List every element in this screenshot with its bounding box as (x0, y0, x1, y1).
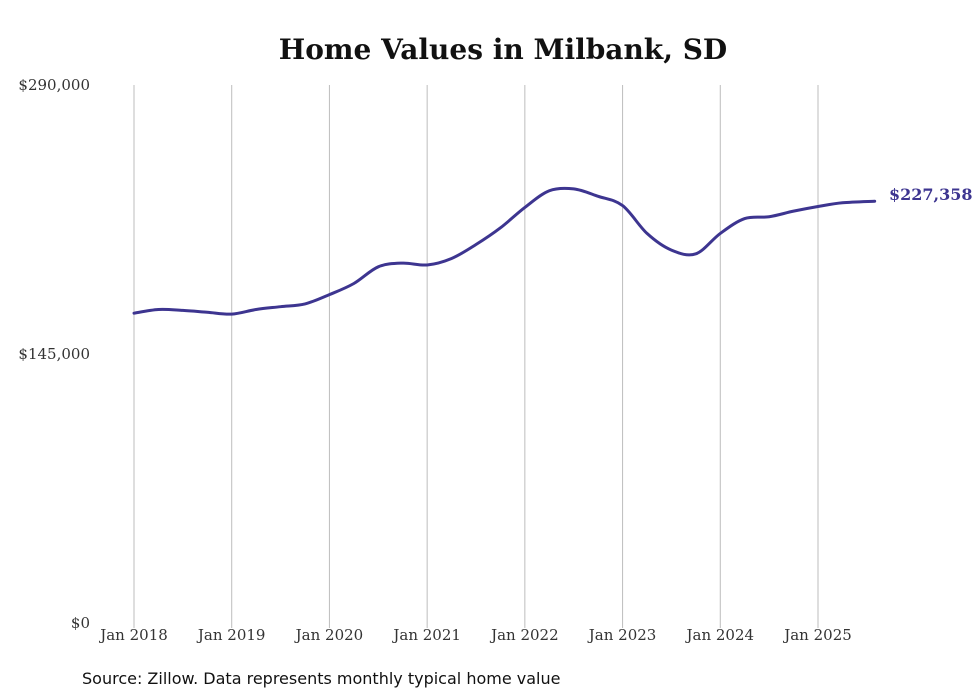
series (132, 186, 877, 316)
x-tick-label-5: Jan 2023 (587, 626, 657, 644)
series-line-0 (132, 186, 877, 316)
gridlines (133, 85, 819, 628)
x-tick-label-7: Jan 2025 (782, 626, 852, 644)
y-tick-label-0: $0 (71, 614, 90, 632)
y-tick-label-2: $290,000 (18, 76, 90, 94)
source-note: Source: Zillow. Data represents monthly … (82, 669, 560, 688)
y-tick-label-1: $145,000 (18, 345, 90, 363)
chart-title: Home Values in Milbank, SD (279, 33, 727, 66)
x-tick-label-0: Jan 2018 (98, 626, 168, 644)
x-axis: Jan 2018 Jan 2019 Jan 2020 Jan 2021 Jan 2022… (98, 626, 852, 644)
x-tick-label-6: Jan 2024 (685, 626, 755, 644)
x-tick-label-1: Jan 2019 (196, 626, 266, 644)
x-tick-label-4: Jan 2022 (489, 626, 559, 644)
y-axis: $0 $145,000 $290,000 (18, 76, 90, 632)
x-tick-label-2: Jan 2020 (294, 626, 364, 644)
x-tick-label-3: Jan 2021 (391, 626, 461, 644)
end-value-label: $227,358 (889, 185, 973, 204)
